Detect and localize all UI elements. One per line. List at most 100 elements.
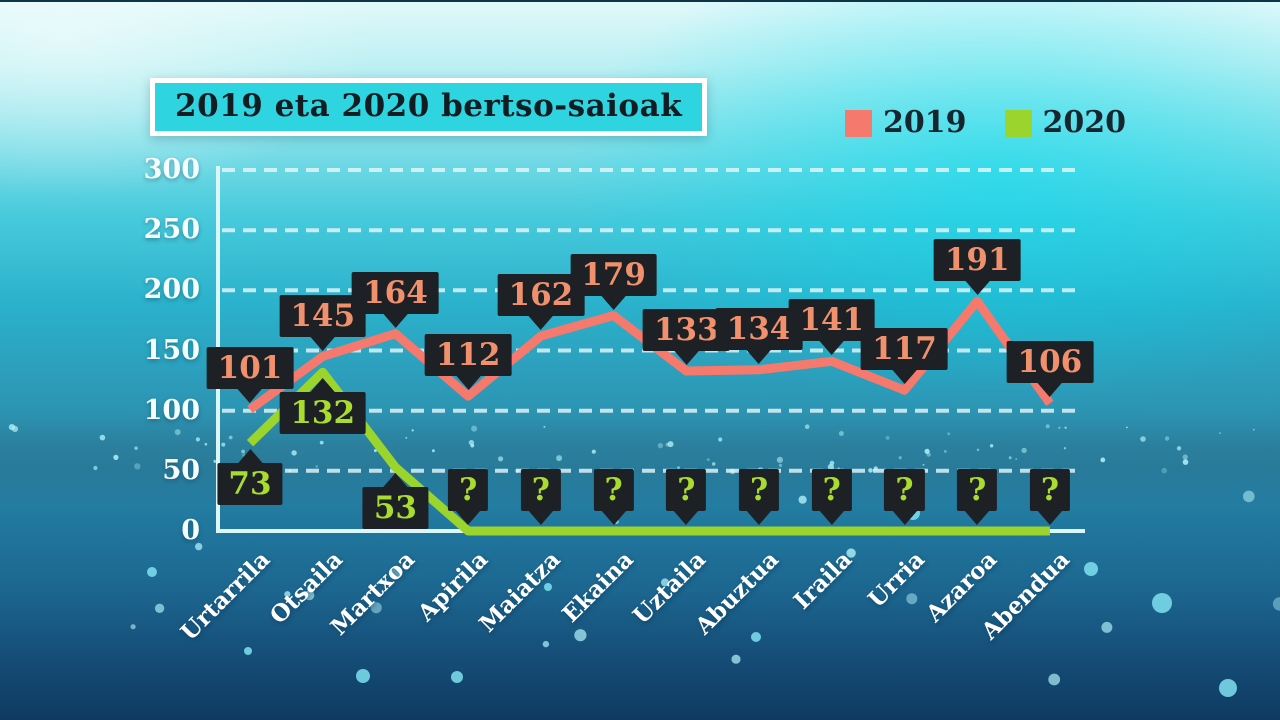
value-callout-2019-urtarrila: 101 — [206, 347, 294, 404]
value-callout-text: ? — [895, 472, 914, 508]
particle-dot — [93, 465, 98, 471]
particle-dot — [221, 442, 226, 447]
value-callout-text: 145 — [290, 297, 356, 334]
particle-dot — [1164, 436, 1170, 441]
callout-tail — [891, 510, 918, 525]
particle-dot — [706, 458, 710, 461]
particle-dot — [1048, 673, 1061, 686]
value-callout-text: ? — [1040, 472, 1059, 508]
particle-dot — [906, 593, 918, 605]
legend-label-2019: 2019 — [883, 105, 967, 140]
callout-tail — [455, 510, 482, 525]
value-callout-text: 73 — [228, 466, 272, 503]
particle-dot — [924, 448, 930, 454]
particle-dot — [244, 647, 252, 655]
particle-dot — [926, 452, 931, 457]
particle-dot — [411, 429, 414, 432]
callout-tail — [964, 510, 991, 525]
particle-dot — [1084, 562, 1098, 576]
particle-dot — [174, 429, 181, 436]
particle-dot — [468, 439, 475, 446]
particle-dot — [838, 431, 844, 436]
value-callout-2019-azaroa: 191 — [933, 239, 1021, 296]
particle-dot — [204, 442, 208, 446]
particle-dot — [885, 435, 890, 440]
chart-title-box: 2019 eta 2020 bertso-saioak — [150, 78, 708, 136]
particle-dot — [113, 454, 119, 460]
particle-dot — [804, 424, 810, 430]
value-callout-text: 106 — [1017, 344, 1083, 381]
particle-dot — [827, 463, 835, 471]
value-callout-2019-apirila: 112 — [424, 334, 512, 391]
particle-dot — [591, 449, 596, 454]
particle-dot — [718, 437, 723, 442]
callout-tail — [236, 449, 263, 465]
particle-dot — [989, 444, 994, 448]
particle-dot — [711, 462, 716, 466]
value-callout-text: 191 — [944, 242, 1010, 279]
value-callout-2020-urria: ? — [884, 469, 925, 525]
particle-dot — [542, 640, 550, 648]
value-callout-2019-maiatza: 162 — [497, 274, 585, 331]
particle-dot — [1272, 597, 1280, 611]
particle-dot — [661, 578, 669, 587]
particle-dot — [544, 583, 552, 591]
callout-tail — [527, 315, 554, 331]
particle-dot — [1015, 458, 1018, 460]
y-tick-label: 200 — [143, 274, 200, 306]
value-callout-text: 53 — [373, 490, 418, 527]
legend-swatch-2020 — [1004, 109, 1032, 137]
particle-dot — [373, 449, 377, 453]
y-tick-label: 250 — [143, 214, 200, 246]
particle-dot — [1218, 432, 1221, 435]
particle-dot — [1152, 593, 1172, 613]
value-callout-text: 117 — [872, 331, 937, 368]
callout-tail — [382, 312, 409, 328]
value-callout-2019-urria: 117 — [861, 328, 948, 385]
callout-tail — [818, 510, 845, 525]
particle-dot — [1021, 447, 1027, 454]
value-callout-text: ? — [749, 472, 769, 508]
value-callout-2020-uztaila: ? — [666, 469, 707, 525]
particle-dot — [405, 436, 408, 439]
value-callout-2019-iraila: 141 — [788, 299, 876, 356]
particle-dot — [1100, 457, 1106, 463]
callout-tail — [1036, 510, 1063, 525]
callout-tail — [964, 280, 991, 296]
particle-dot — [976, 448, 980, 452]
value-callout-text: 164 — [363, 274, 428, 311]
particle-dot — [868, 468, 873, 473]
value-callout-2020-ekaina: ? — [593, 469, 634, 525]
value-callout-text: 179 — [581, 256, 646, 293]
particle-dot — [356, 669, 370, 683]
particle-dot — [134, 446, 138, 451]
particle-dot — [1182, 454, 1188, 460]
particle-dot — [195, 542, 203, 551]
particle-dot — [556, 455, 563, 462]
y-tick-label: 150 — [143, 334, 200, 366]
particle-dot — [431, 449, 435, 453]
callout-tail — [1036, 382, 1063, 398]
y-tick-label: 50 — [162, 454, 200, 486]
particle-dot — [389, 568, 401, 580]
particle-dot — [543, 425, 546, 428]
callout-tail — [237, 388, 263, 404]
y-tick-label: 100 — [143, 394, 200, 426]
y-tick-label: 300 — [143, 154, 200, 185]
particle-dot — [1219, 679, 1237, 697]
particle-dot — [451, 671, 463, 683]
particle-dot — [213, 460, 217, 463]
callout-tail — [455, 375, 482, 391]
value-callout-text: ? — [531, 472, 550, 508]
particle-dot — [130, 624, 136, 630]
value-callout-text: 134 — [726, 310, 792, 347]
particle-dot — [829, 460, 835, 466]
callout-tail — [818, 340, 845, 356]
callout-tail — [746, 510, 773, 525]
value-callout-text: ? — [459, 472, 478, 508]
particle-dot — [195, 437, 200, 442]
callout-tail — [382, 473, 409, 489]
particle-dot — [677, 466, 680, 470]
particle-dot — [1176, 446, 1182, 451]
particle-dot — [1126, 426, 1128, 429]
